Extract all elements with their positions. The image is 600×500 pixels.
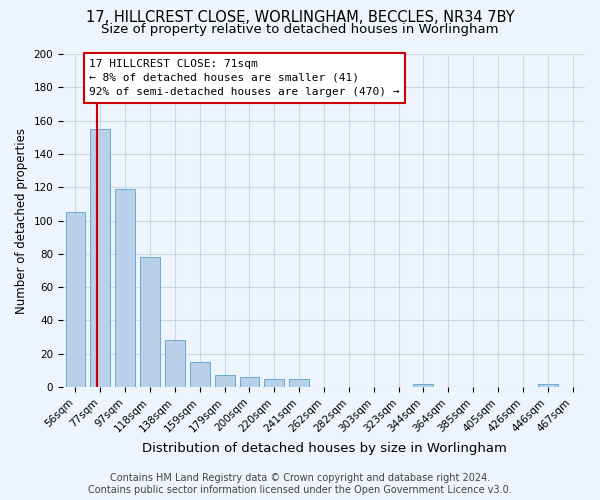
Text: Contains HM Land Registry data © Crown copyright and database right 2024.
Contai: Contains HM Land Registry data © Crown c… xyxy=(88,474,512,495)
Bar xyxy=(413,384,433,387)
Text: 17 HILLCREST CLOSE: 71sqm
← 8% of detached houses are smaller (41)
92% of semi-d: 17 HILLCREST CLOSE: 71sqm ← 8% of detach… xyxy=(89,59,400,97)
Bar xyxy=(289,379,309,387)
Bar xyxy=(538,384,557,387)
Bar xyxy=(265,379,284,387)
Bar xyxy=(140,257,160,387)
Text: 17, HILLCREST CLOSE, WORLINGHAM, BECCLES, NR34 7BY: 17, HILLCREST CLOSE, WORLINGHAM, BECCLES… xyxy=(86,10,514,25)
X-axis label: Distribution of detached houses by size in Worlingham: Distribution of detached houses by size … xyxy=(142,442,506,455)
Bar xyxy=(215,376,235,387)
Bar xyxy=(239,377,259,387)
Bar xyxy=(91,129,110,387)
Bar xyxy=(65,212,85,387)
Y-axis label: Number of detached properties: Number of detached properties xyxy=(15,128,28,314)
Bar xyxy=(165,340,185,387)
Bar xyxy=(190,362,209,387)
Bar xyxy=(115,189,135,387)
Text: Size of property relative to detached houses in Worlingham: Size of property relative to detached ho… xyxy=(101,22,499,36)
